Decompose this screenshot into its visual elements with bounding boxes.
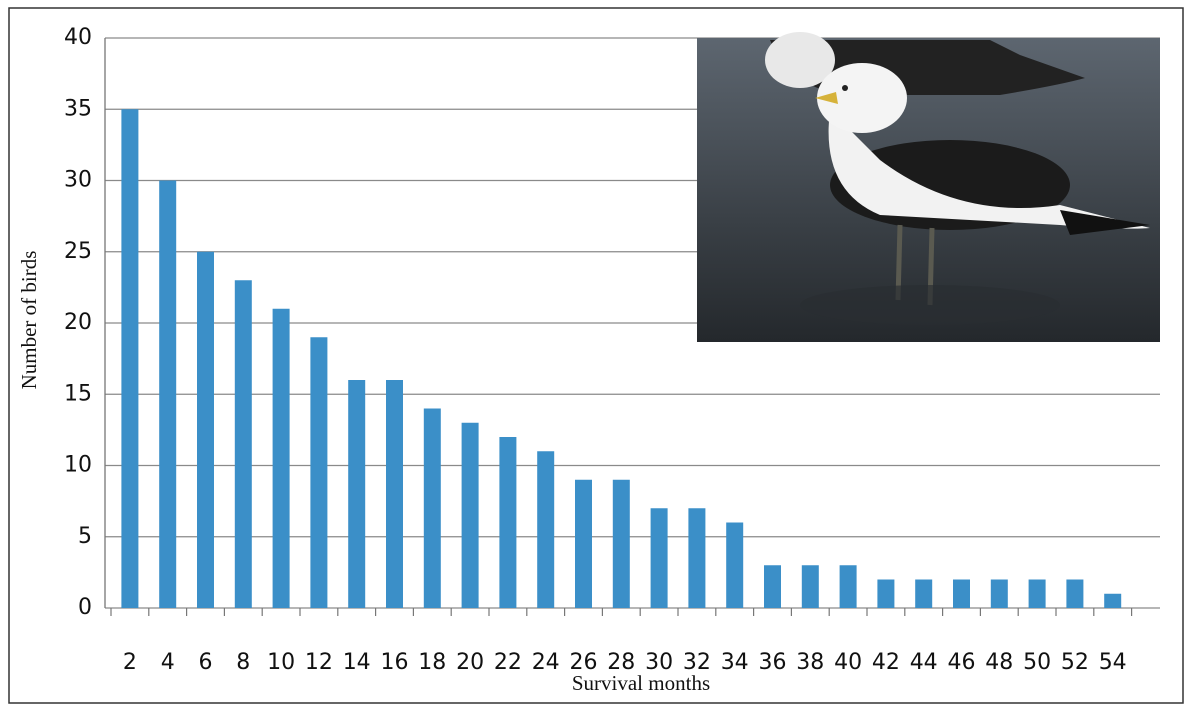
bar	[688, 508, 705, 608]
bar	[764, 565, 781, 608]
x-tick-label: 20	[456, 650, 484, 675]
bar	[348, 380, 365, 608]
x-tick-label: 2	[123, 650, 137, 675]
y-tick-label: 0	[78, 595, 92, 620]
x-tick-label: 12	[305, 650, 333, 675]
bar	[462, 423, 479, 608]
x-tick-label: 16	[381, 650, 409, 675]
bar	[424, 409, 441, 609]
x-tick-label: 38	[796, 650, 824, 675]
x-tick-label: 40	[834, 650, 862, 675]
bar	[651, 508, 668, 608]
bar	[159, 181, 176, 609]
bar	[915, 580, 932, 609]
bar	[386, 380, 403, 608]
x-tick-label: 48	[985, 650, 1013, 675]
x-tick-label: 42	[872, 650, 900, 675]
y-tick-label: 35	[64, 96, 92, 121]
bar	[613, 480, 630, 608]
x-tick-label: 10	[267, 650, 295, 675]
bar	[953, 580, 970, 609]
chart: 0510152025303540246810121416182022242628…	[0, 0, 1194, 709]
x-tick-label: 24	[532, 650, 560, 675]
x-tick-label: 6	[199, 650, 213, 675]
y-tick-label: 5	[78, 524, 92, 549]
bar	[197, 252, 214, 608]
x-axis-title: Survival months	[572, 671, 710, 695]
y-tick-label: 40	[64, 25, 92, 50]
bar	[1104, 594, 1121, 608]
bar	[235, 280, 252, 608]
bar	[877, 580, 894, 609]
bar	[1029, 580, 1046, 609]
x-tick-label: 4	[161, 650, 175, 675]
y-axis-title: Number of birds	[17, 251, 41, 390]
x-tick-label: 8	[236, 650, 250, 675]
bar	[840, 565, 857, 608]
y-tick-label: 20	[64, 310, 92, 335]
y-tick-label: 10	[64, 453, 92, 478]
bar	[802, 565, 819, 608]
x-tick-label: 50	[1023, 650, 1051, 675]
bar	[1066, 580, 1083, 609]
y-tick-label: 25	[64, 239, 92, 264]
x-tick-label: 46	[948, 650, 976, 675]
y-tick-label: 30	[64, 168, 92, 193]
bar	[991, 580, 1008, 609]
photo	[697, 32, 1160, 342]
x-tick-label: 34	[721, 650, 749, 675]
bar	[575, 480, 592, 608]
bar	[121, 109, 138, 608]
bar	[499, 437, 516, 608]
x-tick-label: 22	[494, 650, 522, 675]
y-tick-label: 15	[64, 381, 92, 406]
bar	[273, 309, 290, 608]
x-tick-label: 52	[1061, 650, 1089, 675]
x-tick-label: 44	[910, 650, 938, 675]
x-tick-label: 36	[759, 650, 787, 675]
bar	[310, 337, 327, 608]
x-tick-label: 18	[418, 650, 446, 675]
bar	[726, 523, 743, 609]
bar	[537, 451, 554, 608]
x-tick-label: 54	[1099, 650, 1127, 675]
x-tick-label: 14	[343, 650, 371, 675]
